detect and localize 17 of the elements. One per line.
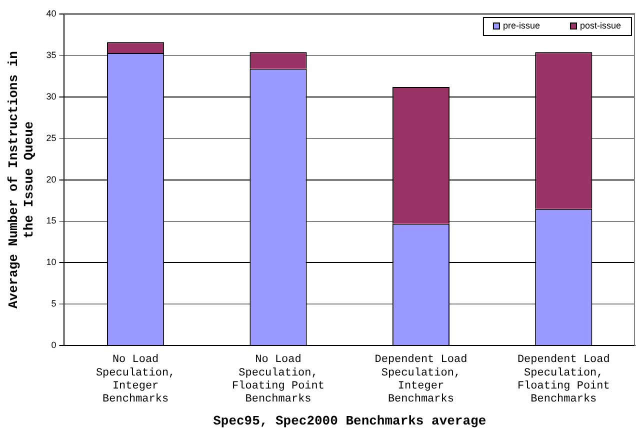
y-tick-label: 35 bbox=[46, 50, 56, 60]
y-tick-label: 25 bbox=[46, 132, 56, 143]
legend-label: pre-issue bbox=[502, 20, 540, 30]
x-tick-label: No Load Speculation, Floating Point Benchmarks bbox=[232, 354, 324, 406]
y-tick-label: 30 bbox=[46, 91, 56, 102]
y-tick-label: 40 bbox=[46, 8, 56, 18]
x-tick-label: No Load Speculation, Integer Benchmarks bbox=[96, 354, 176, 406]
y-tick-label: 5 bbox=[51, 298, 56, 309]
x-tick-label: Dependent Load Speculation, Integer Benchmarks bbox=[374, 354, 468, 406]
y-axis-title: Average Number of Instructions in the Issue Queue bbox=[6, 50, 37, 309]
y-tick-label: 10 bbox=[46, 257, 56, 268]
x-tick-label: Dependent Load Speculation, Floating Point Benchmarks bbox=[517, 354, 610, 406]
y-tick-label: 15 bbox=[46, 216, 56, 226]
y-tick-label: 0 bbox=[51, 340, 56, 350]
x-axis-title: Spec95, Spec2000 Benchmarks average bbox=[213, 413, 486, 428]
legend-label: post-issue bbox=[580, 20, 622, 30]
y-tick-label: 20 bbox=[46, 174, 56, 184]
